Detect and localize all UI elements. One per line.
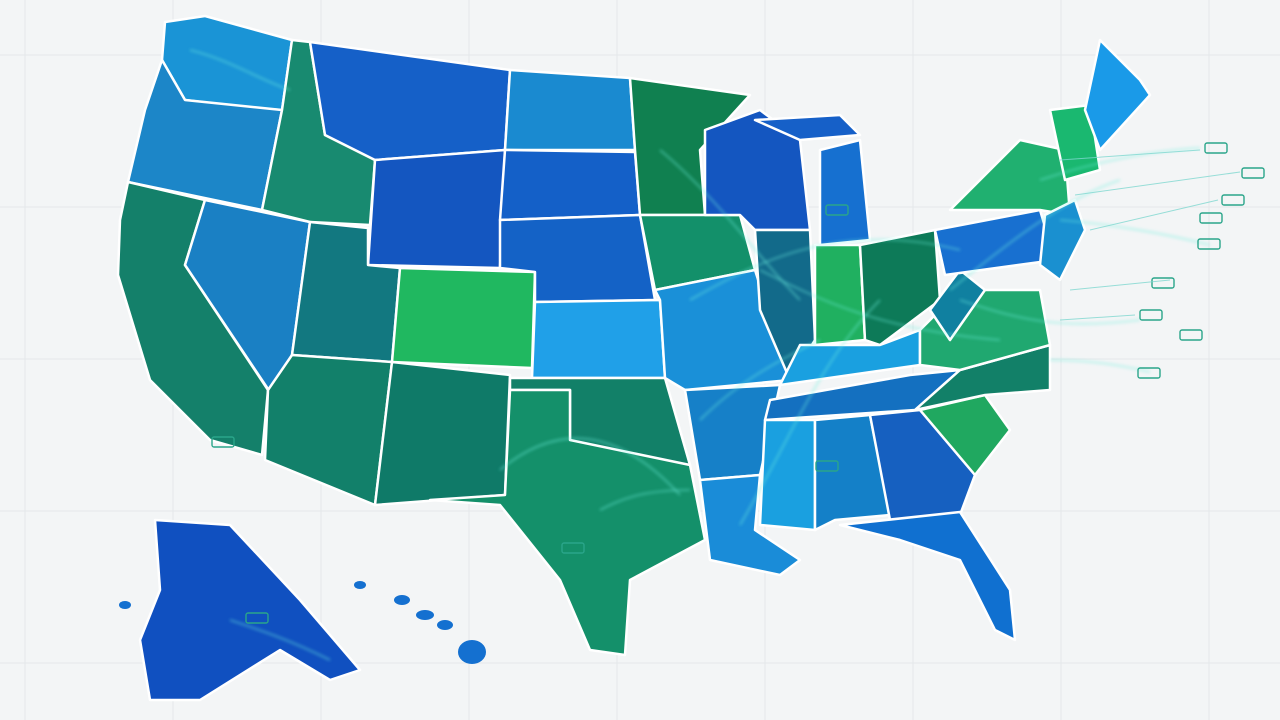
island <box>354 581 366 589</box>
connection-line <box>229 619 331 661</box>
marker-icon <box>1204 142 1228 154</box>
state <box>838 510 1017 642</box>
island <box>394 595 410 605</box>
state <box>390 266 537 370</box>
state <box>138 518 362 702</box>
leader-line <box>1059 314 1136 321</box>
state <box>263 353 394 507</box>
state <box>428 388 707 657</box>
connection-line <box>739 299 881 526</box>
connection-line <box>959 299 1141 325</box>
state <box>753 113 862 142</box>
marker-icon <box>1241 167 1265 179</box>
state <box>698 473 802 577</box>
island <box>458 640 486 664</box>
marker-icon <box>211 436 235 448</box>
marker-icon <box>245 612 269 624</box>
marker-icon <box>1199 212 1223 224</box>
marker-icon <box>561 542 585 554</box>
state <box>813 413 892 532</box>
state <box>1083 38 1152 152</box>
marker-icon <box>1139 309 1163 321</box>
state <box>366 148 507 270</box>
marker-icon <box>815 460 839 472</box>
marker-icon <box>1221 194 1245 206</box>
connection-line <box>689 238 961 301</box>
leader-line <box>1089 199 1219 231</box>
state <box>503 68 637 152</box>
state <box>498 148 642 222</box>
state <box>818 138 872 247</box>
state <box>530 298 667 380</box>
connection-line <box>659 149 801 301</box>
connection-line <box>599 489 691 511</box>
connection-line <box>1059 219 1211 246</box>
marker-icon <box>1137 367 1161 379</box>
island <box>437 620 453 630</box>
state <box>933 208 1057 277</box>
connection-line <box>1039 147 1201 181</box>
connection-lines <box>189 49 1211 661</box>
leader-line <box>1074 171 1241 196</box>
state <box>928 268 987 342</box>
connection-line <box>759 269 1001 341</box>
leader-line <box>1059 149 1201 161</box>
marker-icon <box>1179 329 1203 341</box>
connection-line <box>1049 359 1151 373</box>
marker-icon <box>1197 238 1221 250</box>
state <box>858 228 942 347</box>
states <box>116 14 1152 702</box>
state <box>308 40 512 162</box>
state <box>1048 103 1102 182</box>
state <box>948 138 1072 217</box>
island <box>416 610 434 620</box>
connection-line <box>949 179 1121 291</box>
state <box>813 243 867 347</box>
leader-line <box>1069 279 1171 291</box>
connection-line <box>699 339 821 421</box>
markers <box>211 142 1265 624</box>
marker-icon <box>1151 277 1175 289</box>
marker-icon <box>825 204 849 216</box>
state <box>913 343 1052 412</box>
state <box>373 360 512 507</box>
state <box>868 408 977 522</box>
connection-line <box>499 437 681 496</box>
island <box>119 601 131 609</box>
connection-line <box>189 49 291 91</box>
